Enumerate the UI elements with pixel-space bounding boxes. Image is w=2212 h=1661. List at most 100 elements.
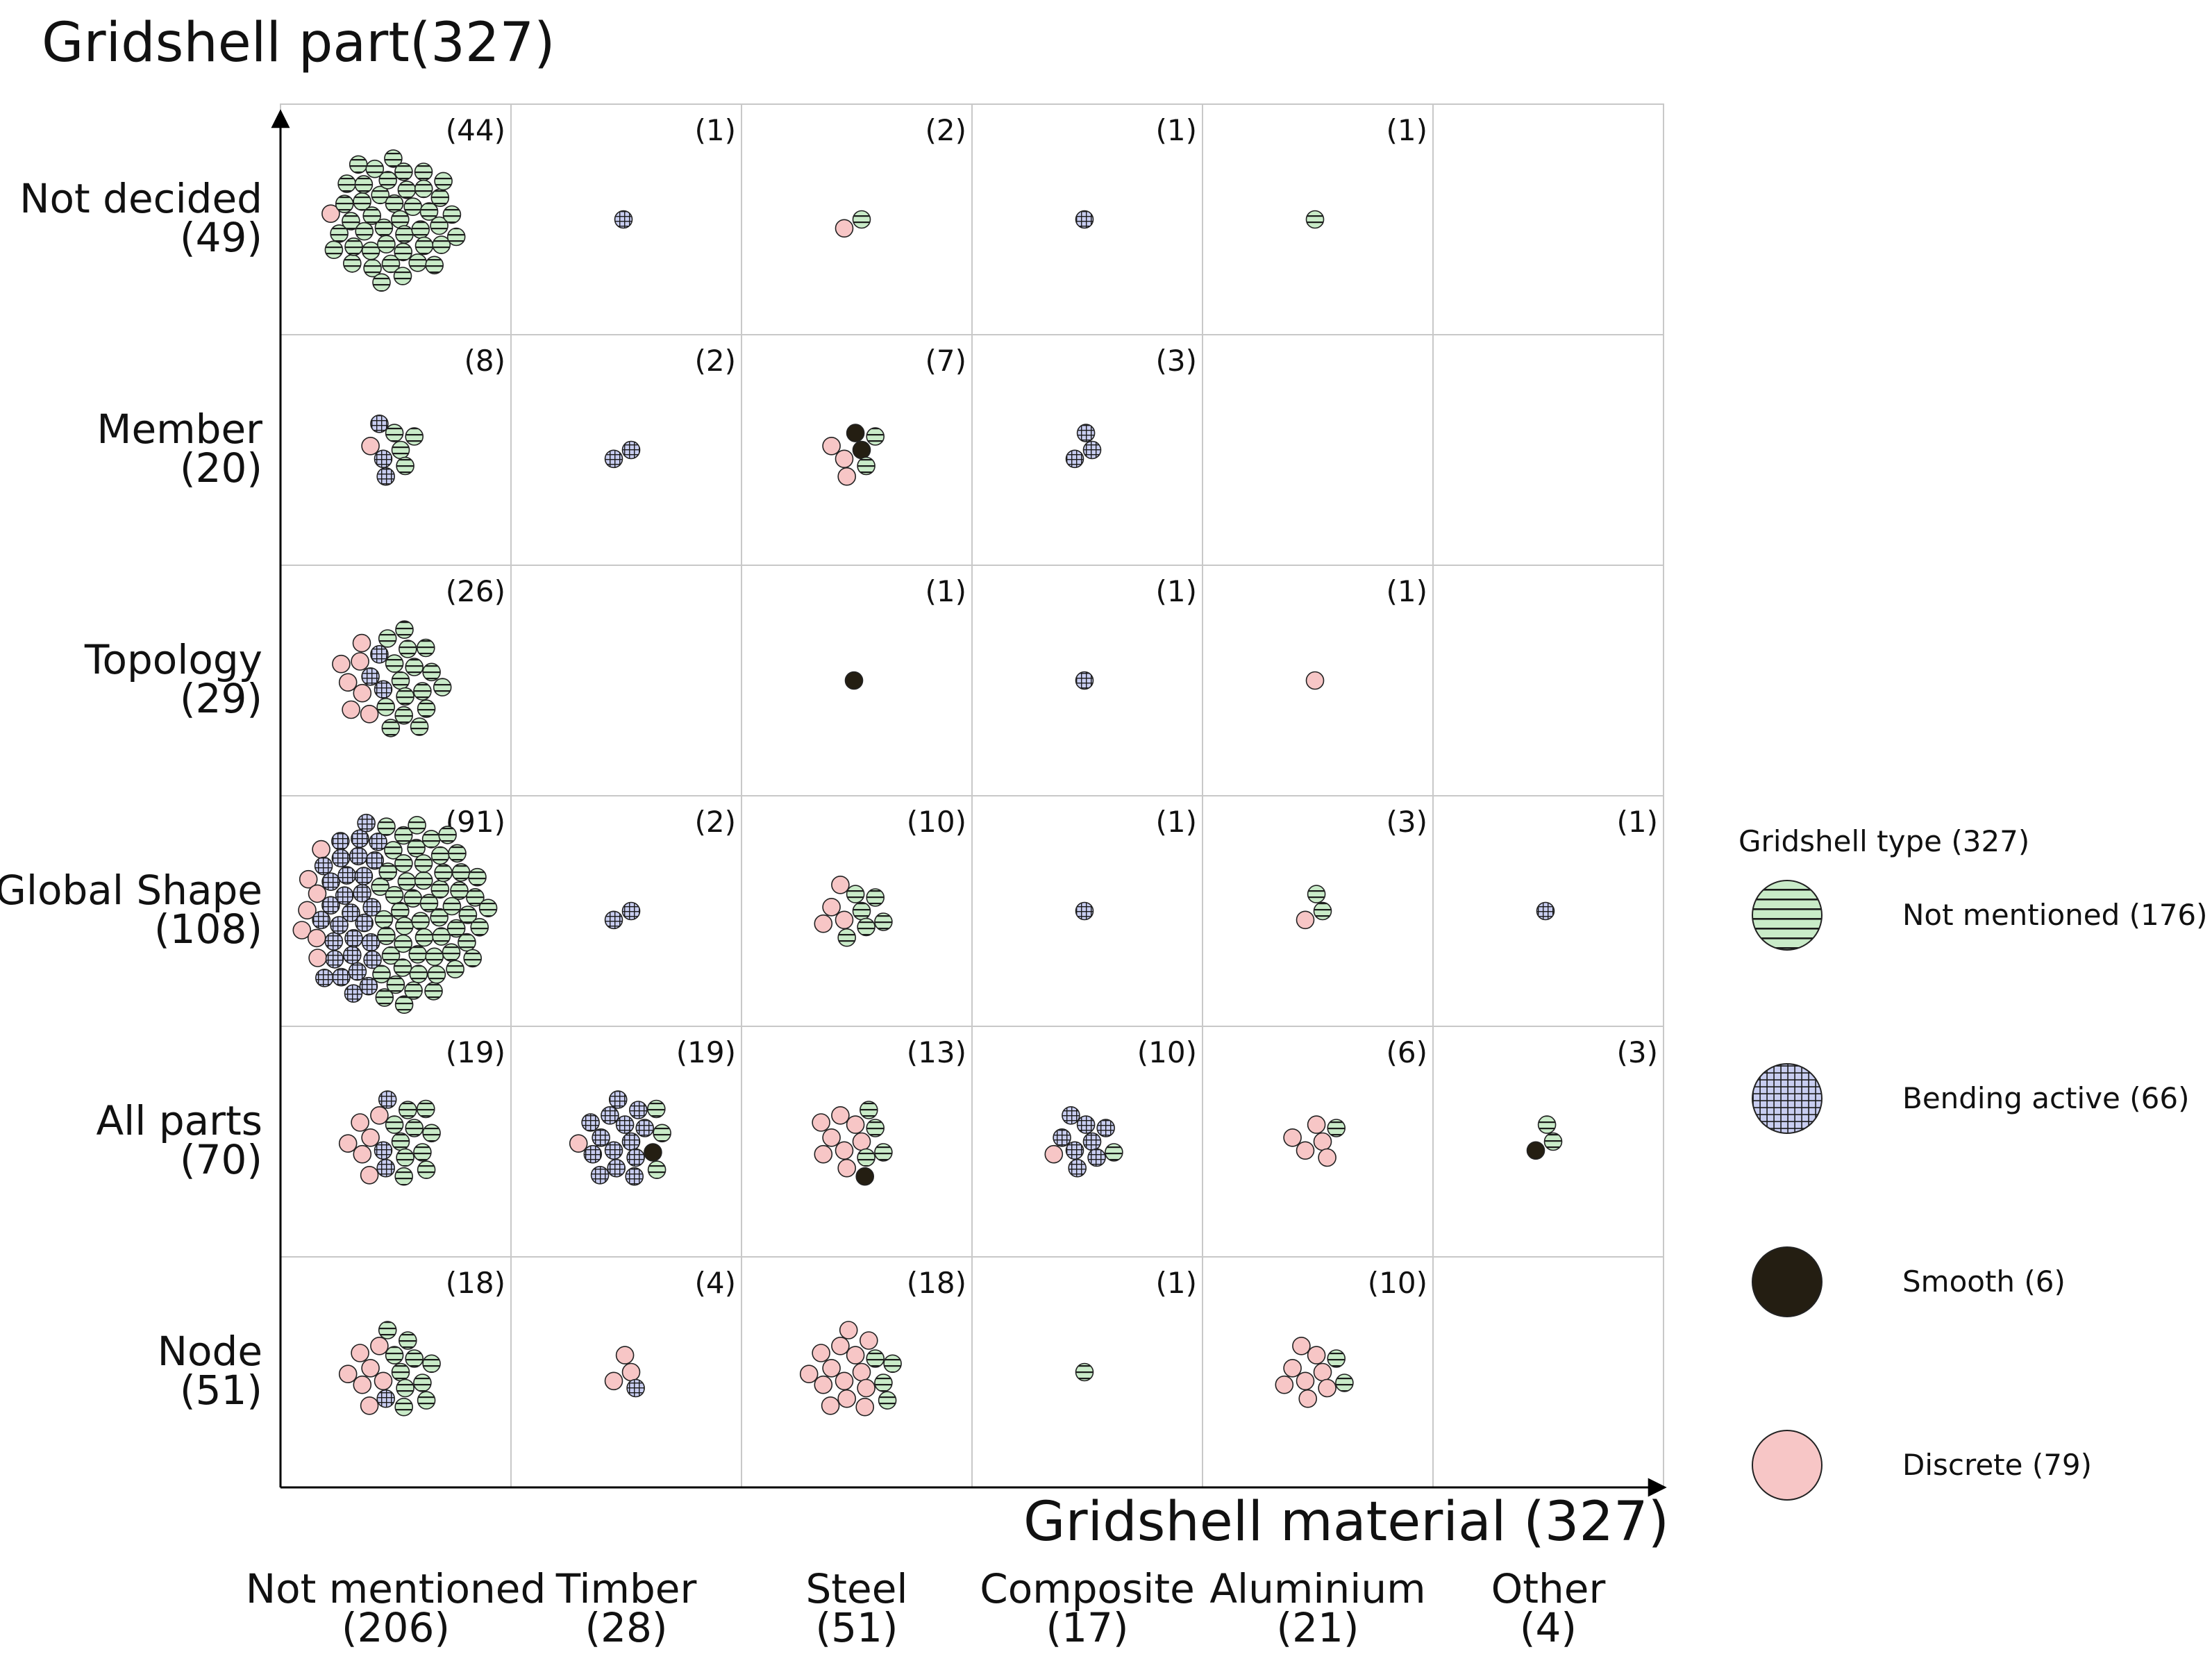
cell-count-label: (18) [907, 1266, 966, 1300]
bubble-not-mentioned [446, 960, 464, 978]
legend-swatch-discrete [1752, 1430, 1823, 1501]
legend-swatch-bending-active [1752, 1063, 1823, 1134]
bubble-not-mentioned [646, 1099, 666, 1119]
column-count: (4) [1520, 1604, 1577, 1651]
bubble-discrete [308, 884, 327, 903]
bubble-not-mentioned [396, 456, 414, 476]
bubble-bending-active [607, 1158, 626, 1178]
bubble-not-mentioned [878, 1391, 897, 1410]
bubble-not-mentioned [372, 273, 391, 292]
bubble-not-mentioned [398, 1331, 417, 1350]
bubble-discrete [814, 1144, 833, 1164]
row-count: (51) [180, 1367, 262, 1414]
bubble-smooth [855, 1167, 874, 1186]
bubble-bending-active [369, 833, 387, 851]
bubble-not-mentioned [377, 235, 396, 254]
bubble-not-mentioned [422, 1124, 441, 1143]
bubble-bending-active [601, 1106, 619, 1125]
cell-count-label: (2) [925, 113, 967, 147]
cell-count-label: (1) [925, 574, 967, 608]
bubble-not-mentioned [354, 175, 374, 194]
bubble-bending-active [344, 929, 363, 948]
bubble-bending-active [1065, 1141, 1084, 1160]
bubble-discrete [1283, 1359, 1302, 1378]
cell-count-label: (10) [1368, 1266, 1427, 1300]
bubble-not-mentioned [377, 926, 396, 945]
cell-count-label: (18) [446, 1266, 505, 1300]
bubble-not-mentioned [394, 826, 413, 845]
bubble-discrete [846, 1115, 865, 1134]
bubble-not-mentioned [432, 235, 451, 254]
bubble-discrete [361, 436, 380, 456]
bubble-not-mentioned [408, 253, 428, 272]
bubble-not-mentioned [405, 1349, 424, 1368]
bubble-not-mentioned [414, 236, 434, 256]
bubble-not-mentioned [857, 1148, 875, 1167]
bubble-not-mentioned [396, 1378, 414, 1398]
bubble-not-mentioned [385, 654, 404, 673]
bubble-discrete [1313, 1132, 1332, 1151]
bubble-not-mentioned [414, 179, 433, 199]
bubble-not-mentioned [837, 928, 856, 947]
cell-count-label: (3) [1617, 1035, 1659, 1069]
bubble-discrete [799, 1364, 819, 1383]
bubble-discrete [338, 1364, 358, 1383]
bubble-not-mentioned [391, 1132, 410, 1151]
bubble-bending-active [1075, 210, 1094, 229]
bubble-discrete [298, 901, 317, 920]
bubble-discrete [837, 467, 856, 486]
bubble-not-mentioned [377, 817, 396, 836]
cell-count-label: (3) [1386, 805, 1428, 839]
column-label: Steel [805, 1565, 907, 1612]
bubble-bending-active [376, 467, 396, 486]
y-axis-title: Gridshell part(327) [42, 12, 555, 74]
bubble-not-mentioned [363, 258, 382, 278]
bubble-discrete [1307, 1346, 1326, 1364]
bubble-discrete [338, 673, 358, 692]
legend-label: Smooth (6) [1902, 1264, 2066, 1299]
bubble-bending-active [1068, 1158, 1087, 1178]
bubble-discrete [814, 914, 833, 933]
bubble-not-mentioned [395, 917, 414, 935]
bubble-not-mentioned [425, 947, 444, 967]
bubble-discrete [860, 1331, 878, 1350]
bubble-not-mentioned [430, 880, 450, 899]
bubble-discrete [1296, 910, 1315, 930]
bubble-not-mentioned [330, 224, 349, 243]
bubble-not-mentioned [374, 910, 394, 929]
bubble-discrete [1307, 1115, 1326, 1134]
bubble-not-mentioned [466, 888, 485, 907]
bubble-bending-active [330, 832, 350, 851]
row-labels: Not decided(49) Member(20) Topology(29) Glo… [0, 175, 262, 1414]
bubble-not-mentioned [404, 981, 423, 1000]
column-label: Aluminium [1209, 1565, 1425, 1612]
bubble-not-mentioned [410, 717, 429, 736]
bubble-bending-active [314, 856, 333, 876]
bubble-not-mentioned [414, 928, 434, 947]
bubble-not-mentioned [1327, 1119, 1346, 1137]
bubble-not-mentioned [430, 188, 450, 208]
bubble-discrete [857, 1378, 875, 1398]
bubble-discrete [814, 1375, 833, 1394]
bubble-bending-active [608, 1090, 628, 1109]
cell-count-label: (1) [1617, 805, 1659, 839]
bubble-discrete [822, 436, 841, 456]
bubble-bending-active [1076, 424, 1096, 442]
bubble-not-mentioned [408, 945, 428, 964]
column-label: Other [1491, 1565, 1606, 1612]
bubble-not-mentioned [458, 905, 478, 924]
bubble-bending-active [1062, 1106, 1080, 1125]
bubble-bending-active [324, 932, 344, 951]
bubble-discrete [821, 1396, 840, 1415]
bubble-discrete [342, 700, 360, 719]
bubble-not-mentioned [450, 881, 469, 900]
bubble-discrete [1313, 1362, 1332, 1382]
legend-swatch-not-mentioned [1752, 880, 1823, 951]
bubble-discrete [852, 1362, 871, 1382]
bubble-bending-active [332, 967, 351, 987]
bubble-bending-active [378, 1090, 397, 1109]
bubble-bending-active [628, 1101, 648, 1119]
bubble-discrete [831, 1337, 850, 1355]
bubble-bending-active [349, 846, 368, 866]
